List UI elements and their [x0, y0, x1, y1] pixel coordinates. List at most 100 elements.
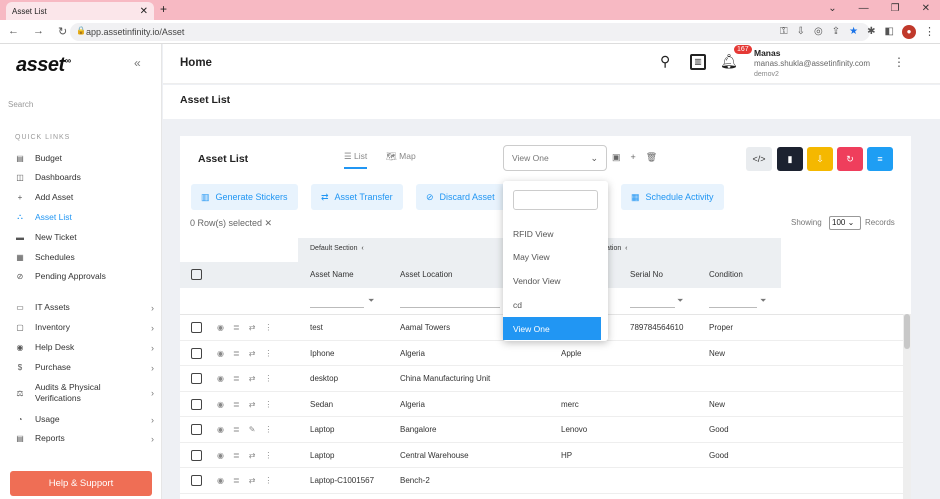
- back-icon[interactable]: ←: [8, 25, 19, 37]
- view-select[interactable]: View One ⌄: [503, 145, 607, 171]
- more-icon[interactable]: ⋮: [264, 348, 273, 358]
- view-option[interactable]: May View: [513, 251, 550, 262]
- filter-icon[interactable]: ⏷: [677, 296, 684, 305]
- close-tab-icon[interactable]: ✕: [139, 5, 148, 17]
- more-icon[interactable]: ⋮: [264, 323, 273, 332]
- maximize-icon[interactable]: ❐: [890, 3, 900, 14]
- sidebar-item-inventory[interactable]: ▢ Inventory ›: [14, 322, 154, 333]
- help-support-button[interactable]: Help & Support: [10, 471, 152, 496]
- filter-icon[interactable]: ⏷: [760, 296, 767, 305]
- table-row[interactable]: [180, 443, 911, 468]
- tab-map[interactable]: 🗺︎ Map: [386, 151, 416, 161]
- sidebar-item-help-desk[interactable]: ◉ Help Desk ›: [14, 342, 155, 353]
- transfer-icon[interactable]: ⇄: [248, 348, 256, 358]
- sidebar-item-dashboards[interactable]: ◫ Dashboards: [14, 172, 154, 182]
- download-icon[interactable]: ⇩: [796, 26, 806, 37]
- view-icon[interactable]: ◉: [217, 425, 224, 434]
- col-asset-location[interactable]: Asset Location: [400, 270, 453, 279]
- sidebar-item-new-ticket[interactable]: ▬ New Ticket: [14, 232, 154, 242]
- view-option[interactable]: Vendor View: [513, 275, 561, 286]
- detail-icon[interactable]: ≣: [232, 399, 240, 409]
- browser-tab[interactable]: Asset List ✕: [6, 2, 154, 20]
- sidebar-item-budget[interactable]: ▤ Budget: [14, 153, 154, 163]
- sidebar-item-asset-list[interactable]: ⛬ Asset List: [14, 212, 154, 222]
- add-view-icon[interactable]: +: [630, 152, 636, 162]
- sidebar-item-schedules[interactable]: ▦ Schedules: [14, 252, 154, 262]
- filter-input-asset-name[interactable]: [310, 307, 364, 308]
- collapse-sidebar-icon[interactable]: «: [134, 56, 141, 70]
- more-icon[interactable]: ⋮: [264, 450, 273, 460]
- sidebar-item-reports[interactable]: ▤ Reports ›: [14, 433, 154, 444]
- column-menu-button[interactable]: ≡: [867, 147, 893, 171]
- user-name[interactable]: Manas: [754, 48, 781, 58]
- forward-icon[interactable]: →: [33, 25, 44, 37]
- row-checkbox[interactable]: [191, 373, 202, 384]
- save-view-icon[interactable]: ▣: [612, 152, 621, 162]
- sidebar-item-it-assets[interactable]: ▭ IT Assets ›: [14, 302, 154, 313]
- detail-icon[interactable]: ≣: [232, 348, 240, 358]
- transfer-icon[interactable]: ⇄: [248, 476, 256, 485]
- global-search-icon[interactable]: ⚲: [660, 53, 671, 69]
- row-checkbox[interactable]: [191, 398, 202, 410]
- notification-bell-icon[interactable]: 🔔︎: [720, 53, 738, 69]
- reload-icon[interactable]: ↻: [58, 26, 68, 38]
- row-checkbox[interactable]: [191, 475, 202, 486]
- barcode-scan-icon[interactable]: ▥: [690, 54, 706, 70]
- sidebar-item-usage[interactable]: ◔ Usage ›: [14, 414, 154, 425]
- code-button[interactable]: </>: [746, 147, 772, 171]
- col-asset-name[interactable]: Asset Name: [310, 270, 354, 279]
- row-checkbox[interactable]: [191, 347, 202, 359]
- sidepanel-icon[interactable]: ◧: [884, 26, 894, 37]
- transfer-icon[interactable]: ⇄: [248, 450, 256, 460]
- address-bar[interactable]: 🔒 app.assetinfinity.io/Asset: [70, 23, 870, 41]
- more-icon[interactable]: ⋮: [264, 374, 273, 383]
- select-all-checkbox[interactable]: [191, 269, 202, 280]
- sidebar-item-add-asset[interactable]: + Add Asset: [14, 192, 154, 202]
- close-window-icon[interactable]: ✕: [921, 3, 930, 14]
- view-icon[interactable]: ◉: [217, 399, 224, 409]
- view-icon[interactable]: ◉: [217, 374, 224, 383]
- detail-icon[interactable]: ≣: [232, 323, 240, 332]
- detail-icon[interactable]: ≣: [232, 374, 240, 383]
- minimize-icon[interactable]: —: [858, 3, 869, 14]
- table-row[interactable]: [180, 341, 911, 366]
- extensions-icon[interactable]: ✱: [867, 26, 876, 37]
- view-icon[interactable]: ◉: [217, 476, 224, 485]
- transfer-icon[interactable]: ⇄: [248, 323, 256, 332]
- detail-icon[interactable]: ≣: [232, 425, 240, 434]
- delete-view-icon[interactable]: 🗑︎: [645, 152, 658, 162]
- generate-stickers-button[interactable]: ▥ Generate Stickers: [191, 184, 298, 210]
- tab-search-icon[interactable]: ⌄: [828, 3, 837, 14]
- transfer-icon[interactable]: ⇄: [248, 374, 256, 383]
- new-tab-button[interactable]: +: [160, 2, 168, 16]
- detail-icon[interactable]: ≣: [232, 450, 240, 460]
- transfer-icon[interactable]: ⇄: [248, 399, 256, 409]
- sidebar-item-pending-approvals[interactable]: ⊘ Pending Approvals: [14, 271, 154, 281]
- table-row[interactable]: [180, 392, 911, 417]
- view-option[interactable]: cd: [513, 299, 522, 310]
- more-icon[interactable]: ⋮: [264, 425, 273, 434]
- filter-input-condition[interactable]: [709, 307, 757, 308]
- col-condition[interactable]: Condition: [709, 270, 743, 279]
- view-dropdown-search-input[interactable]: [513, 190, 598, 210]
- filter-input-asset-location[interactable]: [400, 307, 500, 308]
- row-checkbox[interactable]: [191, 322, 202, 333]
- scrollbar-thumb[interactable]: [904, 314, 910, 349]
- user-menu-icon[interactable]: ⋮: [893, 55, 905, 69]
- download-button[interactable]: ⇩: [807, 147, 833, 171]
- group-default-section[interactable]: Default Section ‹: [310, 245, 364, 252]
- browser-menu-icon[interactable]: ⋮: [924, 26, 935, 38]
- edit-icon[interactable]: ✎: [248, 425, 256, 434]
- share-icon[interactable]: ⇪: [831, 26, 841, 37]
- discard-asset-button[interactable]: ⊘ Discard Asset: [416, 184, 510, 210]
- view-icon[interactable]: ◉: [217, 323, 224, 332]
- key-icon[interactable]: ⚿: [780, 26, 788, 37]
- view-icon[interactable]: ◉: [217, 348, 224, 358]
- bookmark-star-icon[interactable]: ★: [849, 26, 859, 37]
- records-per-page-select[interactable]: 100 ⌄: [829, 216, 861, 230]
- more-icon[interactable]: ⋮: [264, 399, 273, 409]
- more-icon[interactable]: ⋮: [264, 476, 273, 485]
- filter-input-serial-no[interactable]: [630, 307, 675, 308]
- view-option[interactable]: RFID View: [513, 228, 554, 239]
- row-checkbox[interactable]: [191, 449, 202, 461]
